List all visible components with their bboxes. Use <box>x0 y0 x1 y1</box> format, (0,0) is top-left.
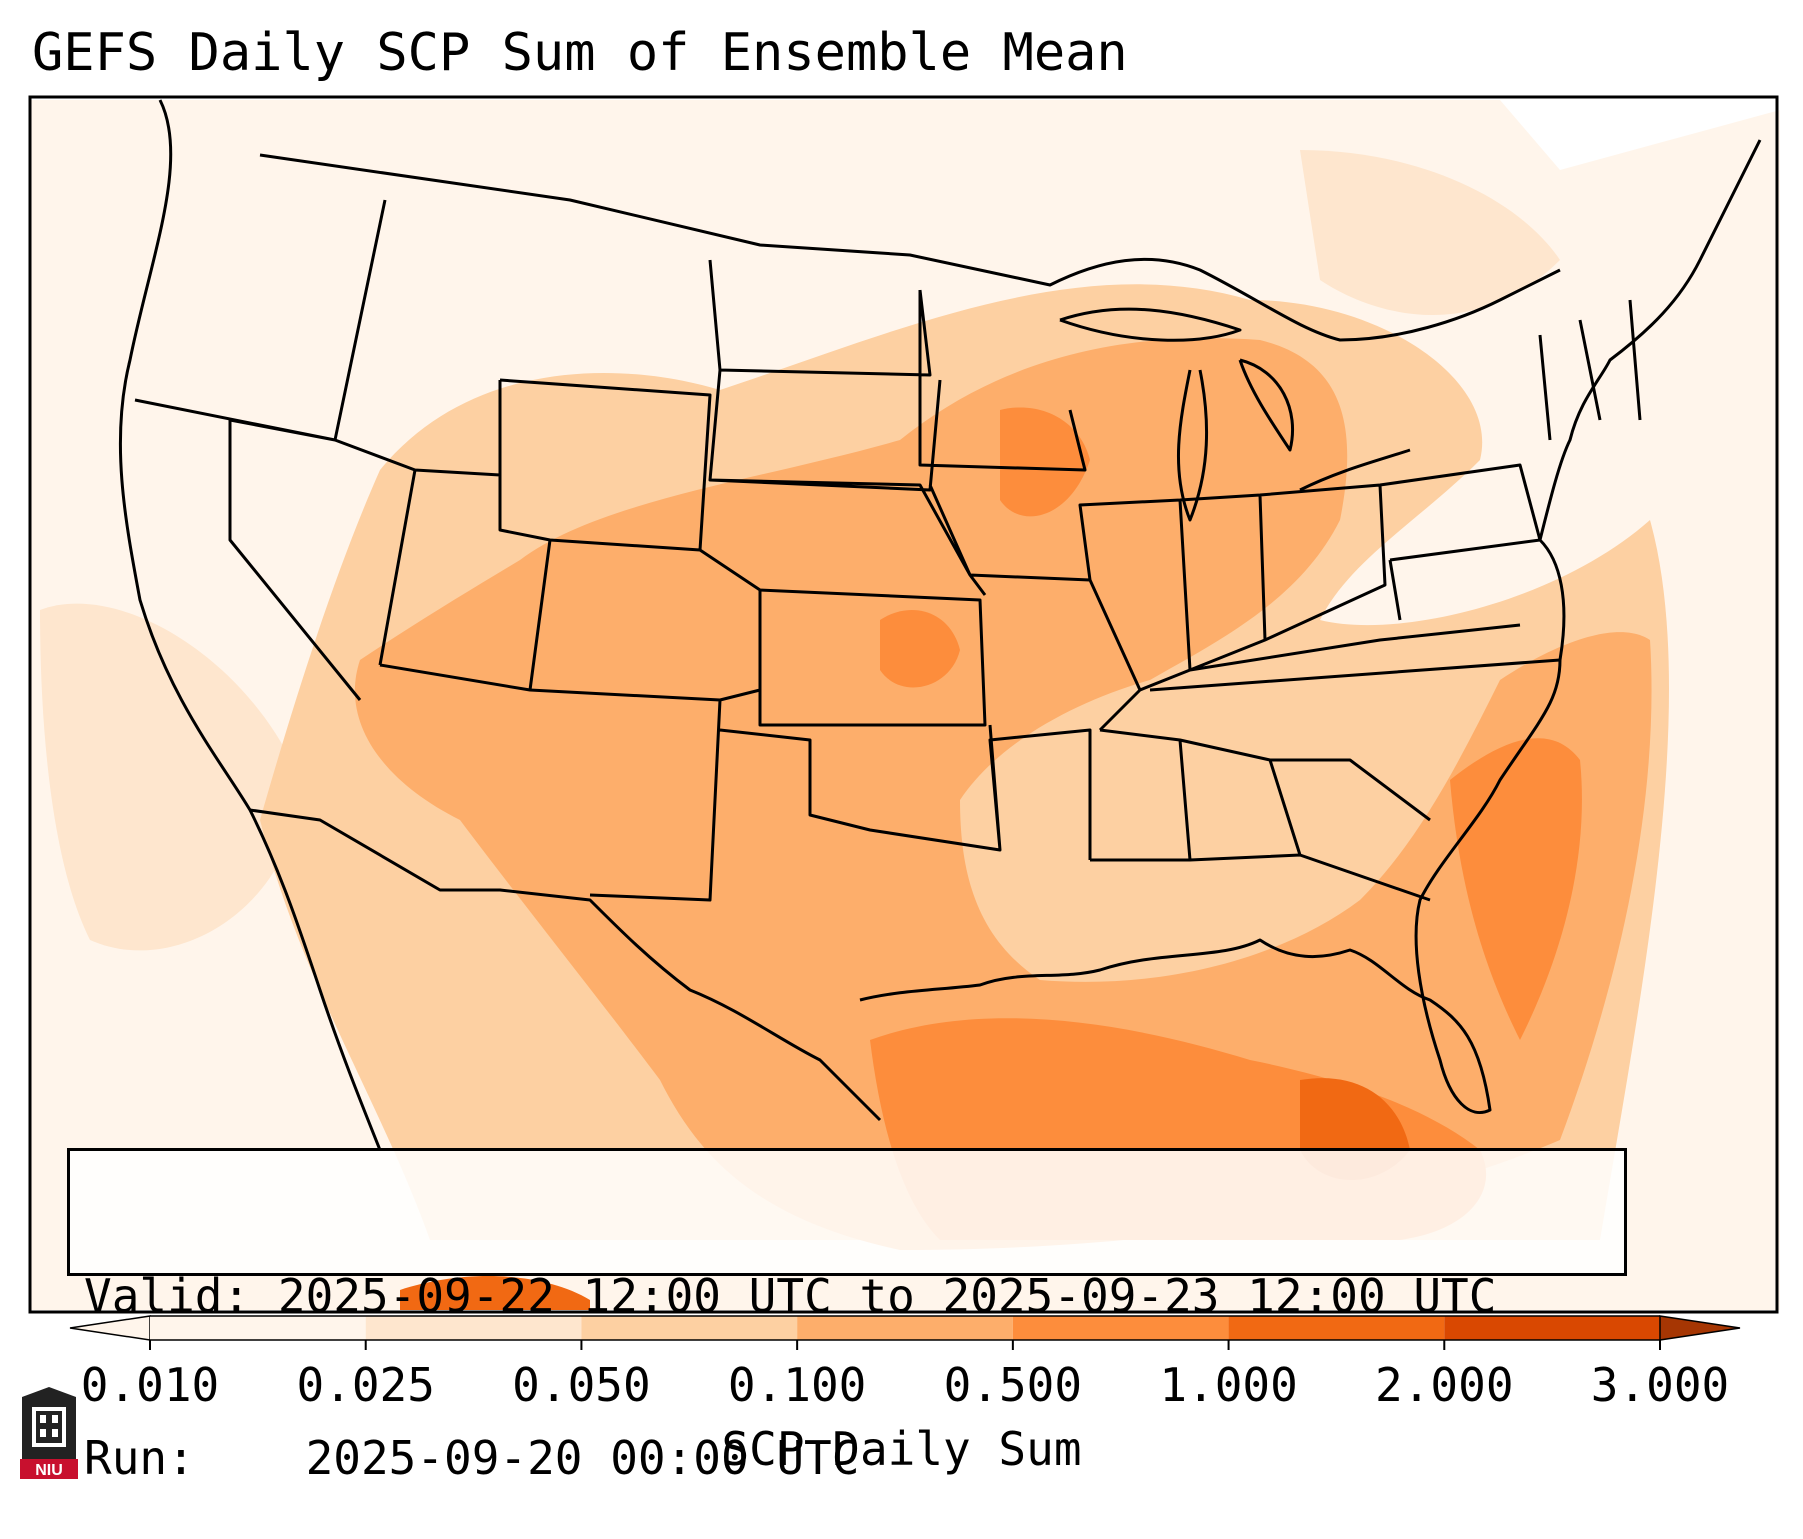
colorbar-tick-label: 1.000 <box>1159 1358 1298 1412</box>
state-lines <box>134 199 1642 902</box>
colorbar-segment <box>150 1316 366 1340</box>
shade-level-5c <box>1000 407 1090 517</box>
west-coastline <box>118 99 382 1151</box>
page-title: GEFS Daily SCP Sum of Ensemble Mean <box>32 23 1128 83</box>
lake-superior <box>1059 307 1242 342</box>
colorbar-tick-label: 0.025 <box>296 1358 435 1412</box>
us-canada-border <box>259 153 1561 342</box>
colorbar-segment <box>1228 1316 1445 1340</box>
gulf-coastline <box>859 139 1762 1114</box>
scp-shading <box>30 100 1780 1310</box>
boundaries <box>118 99 1762 1151</box>
niu-logo: NIU <box>20 1387 78 1479</box>
colorbar-segment <box>1012 1316 1229 1340</box>
colorbar <box>69 1315 1741 1350</box>
valid-value: 2025-09-22 12:00 UTC to 2025-09-23 12:00… <box>277 1269 1497 1323</box>
shade-level-2b <box>1300 150 1560 315</box>
colorbar-segment <box>797 1316 1013 1340</box>
lake-erie <box>1299 448 1411 492</box>
colorbar-tick-label: 0.500 <box>943 1358 1083 1412</box>
colorbar-tick-label: 0.100 <box>727 1358 867 1412</box>
colorbar-outline <box>150 1315 1660 1341</box>
valid-label: Valid: <box>84 1269 251 1323</box>
colorbar-label: SCP Daily Sum <box>721 1422 1082 1476</box>
colorbar-segment <box>1444 1316 1660 1340</box>
shade-level-2 <box>40 603 300 951</box>
lake-huron <box>1238 358 1295 452</box>
run-value: 2025-09-20 00:00 UTC <box>305 1431 860 1485</box>
us-mexico-border <box>249 808 882 1122</box>
niu-logo-text: NIU <box>35 1462 63 1479</box>
lake-michigan <box>1177 369 1209 522</box>
colorbar-extend-max <box>1659 1315 1741 1341</box>
colorbar-tick-label: 2.000 <box>1375 1358 1514 1412</box>
colorbar-segment <box>365 1316 582 1340</box>
colorbar-segment <box>581 1316 798 1340</box>
colorbar-tick-label: 0.050 <box>512 1358 651 1412</box>
map-border <box>28 95 1779 1314</box>
valid-line: Valid: 2025-09-22 12:00 UTC to 2025-09-2… <box>84 1269 1610 1323</box>
shade-level-5d <box>880 610 960 688</box>
shade-level-4 <box>354 338 1652 1251</box>
shade-level-5b <box>1450 738 1582 1040</box>
colorbar-tick-label: 3.000 <box>1590 1358 1730 1412</box>
run-line: Run: 2025-09-20 00:00 UTC <box>84 1431 1610 1485</box>
colorbar-tick-label: 0.010 <box>80 1358 220 1412</box>
run-label: Run: <box>84 1431 195 1485</box>
shade-level-6b <box>400 1276 590 1310</box>
info-box: Valid: 2025-09-22 12:00 UTC to 2025-09-2… <box>67 1148 1627 1485</box>
